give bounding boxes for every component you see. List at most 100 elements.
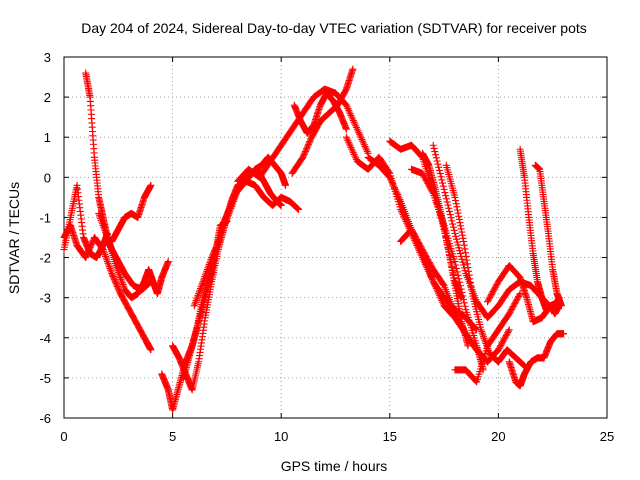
data-point — [343, 135, 351, 143]
data-point — [205, 260, 213, 268]
data-point — [113, 263, 121, 271]
chart-title: Day 204 of 2024, Sidereal Day-to-day VTE… — [81, 20, 587, 36]
data-point — [229, 197, 237, 205]
y-tick-label: -3 — [39, 291, 51, 306]
data-point — [447, 214, 455, 222]
data-point — [349, 115, 357, 123]
data-point — [102, 252, 110, 260]
x-tick-label: 25 — [600, 429, 614, 444]
data-point — [220, 223, 228, 231]
data-point — [107, 268, 115, 276]
data-point — [205, 262, 213, 270]
data-point — [95, 209, 103, 217]
data-point — [347, 111, 355, 119]
data-point — [396, 196, 404, 204]
data-point — [98, 218, 106, 226]
data-point — [458, 289, 466, 297]
data-point — [101, 251, 109, 259]
series-pass-18 — [418, 149, 472, 350]
data-point — [347, 144, 355, 152]
data-point — [353, 125, 361, 133]
data-point — [348, 113, 356, 121]
data-point — [463, 260, 471, 268]
data-point — [395, 194, 403, 202]
data-point — [346, 142, 354, 150]
data-point — [349, 117, 357, 125]
data-point — [457, 225, 465, 233]
data-point — [218, 230, 226, 238]
series-pass-5 — [108, 181, 155, 246]
data-point — [478, 329, 486, 337]
data-point — [206, 257, 214, 265]
data-point — [118, 277, 126, 285]
data-point — [115, 268, 123, 276]
data-point — [437, 173, 445, 181]
data-point — [455, 215, 463, 223]
data-point — [557, 302, 565, 310]
data-point — [345, 108, 353, 116]
data-point — [116, 274, 124, 282]
data-point — [454, 209, 462, 217]
data-point — [440, 185, 448, 193]
data-point — [452, 197, 460, 205]
data-point — [442, 195, 450, 203]
data-point — [229, 199, 237, 207]
data-point — [343, 103, 351, 111]
data-point — [449, 220, 457, 228]
data-point — [100, 225, 108, 233]
data-point — [443, 198, 451, 206]
data-point — [358, 136, 366, 144]
data-point — [391, 185, 399, 193]
data-point — [430, 279, 438, 287]
data-point — [114, 267, 122, 275]
data-point — [363, 148, 371, 156]
data-point — [199, 278, 207, 286]
data-point — [455, 212, 463, 220]
data-point — [197, 284, 205, 292]
data-point — [100, 247, 108, 255]
y-tick-label: 0 — [44, 170, 51, 185]
data-point — [351, 120, 359, 128]
data-point — [103, 258, 111, 266]
data-point — [228, 203, 236, 211]
data-point — [192, 298, 200, 306]
data-point — [458, 228, 466, 236]
data-point — [282, 181, 290, 189]
data-point — [191, 300, 199, 308]
series-pass-9 — [190, 177, 303, 310]
data-point — [438, 176, 446, 184]
data-point — [102, 228, 110, 236]
data-point — [394, 192, 402, 200]
data-point — [103, 256, 111, 264]
data-point — [352, 123, 360, 131]
data-point — [387, 177, 395, 185]
data-point — [97, 215, 105, 223]
data-point — [223, 215, 231, 223]
data-point — [345, 140, 353, 148]
data-point — [102, 230, 110, 238]
data-series — [60, 65, 568, 414]
data-point — [445, 204, 453, 212]
data-point — [293, 204, 301, 212]
data-point — [432, 284, 440, 292]
data-point — [444, 201, 452, 209]
data-point — [356, 130, 364, 138]
data-point — [105, 261, 113, 269]
y-tick-labels: -6 -5 -4 -3 -2 -1 0 1 2 3 — [39, 50, 51, 426]
data-point — [113, 265, 121, 273]
data-point — [363, 146, 371, 154]
axis-ticks — [63, 56, 608, 419]
data-point — [448, 217, 456, 225]
data-point — [435, 291, 443, 299]
y-tick-label: 3 — [44, 50, 51, 65]
data-point — [206, 259, 214, 267]
data-point — [119, 280, 127, 288]
data-point — [438, 297, 446, 305]
data-point — [216, 235, 224, 243]
data-point — [359, 137, 367, 145]
data-point — [107, 266, 115, 274]
series-pass-24 — [516, 145, 563, 318]
data-point — [435, 166, 443, 174]
x-tick-label: 5 — [169, 429, 176, 444]
